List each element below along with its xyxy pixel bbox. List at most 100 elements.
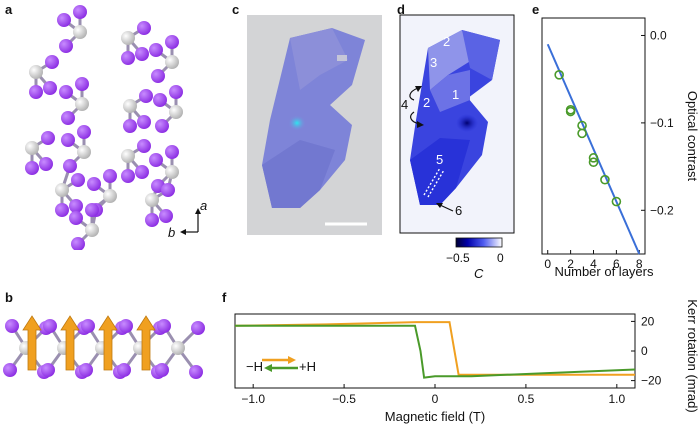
panel-label-d: d [397, 2, 405, 17]
y-axis-label-f: Kerr rotation (mrad) [685, 299, 700, 412]
x-tick-label: 8 [636, 257, 643, 271]
colorbar-max-label: 0 [497, 251, 504, 265]
colorbar [455, 237, 503, 248]
x-tick-label: −1.0 [241, 392, 265, 406]
iodine-atom [57, 13, 71, 27]
x-axis-label-f: Magnetic field (T) [385, 409, 485, 424]
iodine-atom [45, 55, 59, 69]
iodine-atom [61, 133, 75, 147]
iodine-atom [139, 89, 153, 103]
fit-line [546, 43, 641, 255]
y-tick-label: −20 [641, 374, 662, 388]
iodine-atom [61, 111, 75, 125]
iodine-atom [155, 363, 169, 377]
iodine-atom [157, 319, 171, 333]
y-tick-label: −0.1 [650, 116, 674, 130]
iodine-atom [189, 365, 203, 379]
iodine-atom [3, 363, 17, 377]
data-point [565, 106, 576, 117]
iodine-atom [165, 35, 179, 49]
iodine-atom [137, 115, 151, 129]
iodine-atom [63, 159, 77, 173]
iodine-atom [165, 145, 179, 159]
iodine-atom [81, 319, 95, 333]
iodine-atom [103, 169, 117, 183]
layer-label: 2 [443, 34, 450, 49]
iodine-atom [77, 125, 91, 139]
iodine-atom [73, 5, 87, 19]
iodine-atom [159, 209, 173, 223]
layer-label-6: 6 [455, 203, 462, 218]
x-tick-label: 0.5 [518, 392, 535, 406]
panel-label-f: f [222, 290, 227, 305]
data-point [588, 157, 599, 168]
iodine-atom [135, 165, 149, 179]
x-tick-label: 4 [590, 257, 597, 271]
data-point [600, 174, 610, 185]
iodine-atom [55, 203, 69, 217]
iodine-atom [149, 43, 163, 57]
iodine-atom [5, 319, 19, 333]
iodine-atom [155, 119, 169, 133]
iodine-atom [75, 77, 89, 91]
layer-label: 3 [430, 55, 437, 70]
chromium-atom [85, 223, 99, 237]
x-axis-label-e: Number of layers [555, 264, 654, 279]
chromium-atom [123, 99, 137, 113]
iodine-atom [135, 47, 149, 61]
iodine-atom [153, 93, 167, 107]
iodine-atom [145, 213, 159, 227]
chromium-atom [145, 193, 159, 207]
iodine-atom [41, 131, 55, 145]
sweep-down-trace [235, 324, 636, 379]
iodine-atom [43, 319, 57, 333]
x-tick-label: 1.0 [608, 392, 625, 406]
spin-arrow [98, 315, 118, 371]
panel-label-b: b [5, 290, 13, 305]
iodine-atom [41, 363, 55, 377]
iodine-atom [151, 69, 165, 83]
colorbar-label: C [474, 266, 484, 281]
crystal-structure-top-view: a b [25, 5, 207, 250]
iodine-atom [59, 39, 73, 53]
iodine-atom [191, 321, 205, 335]
iodine-atom [169, 85, 183, 99]
layer-label-4: 4 [401, 97, 408, 112]
iodine-atom [79, 363, 93, 377]
legend-plus-h: +H [299, 359, 316, 374]
layer-label: 5 [436, 152, 443, 167]
iodine-atom [137, 21, 151, 35]
iodine-atom [69, 199, 83, 213]
layer-labels: 2 3 1 2 5 [423, 34, 459, 167]
data-point [611, 196, 622, 207]
y-tick-label: −0.2 [650, 203, 674, 217]
chromium-atom [165, 55, 179, 69]
y-tick-label: 20 [641, 314, 655, 328]
iodine-atom [59, 85, 73, 99]
iodine-atom [25, 161, 39, 175]
iodine-atom [69, 211, 83, 225]
iodine-atom [121, 51, 135, 65]
iodine-atom [87, 177, 101, 191]
y-axis-label-e: Optical contrast [685, 91, 700, 182]
iodine-atom [123, 119, 137, 133]
iodine-atom [161, 183, 175, 197]
iodine-atom [29, 85, 43, 99]
panel-label-e: e [532, 2, 540, 17]
layer-label: 2 [423, 95, 430, 110]
chromium-atom [169, 105, 183, 119]
axis-b-label: b [168, 225, 175, 240]
x-tick-label: 0 [544, 257, 551, 271]
layer-label: 1 [452, 87, 459, 102]
spin-arrow [136, 315, 156, 371]
x-tick-label: 2 [567, 257, 574, 271]
iodine-atom [117, 363, 131, 377]
crystal-structure-side-view [3, 315, 205, 379]
chromium-atom [165, 165, 179, 179]
iodine-atom [137, 139, 151, 153]
spin-arrow [60, 315, 80, 371]
